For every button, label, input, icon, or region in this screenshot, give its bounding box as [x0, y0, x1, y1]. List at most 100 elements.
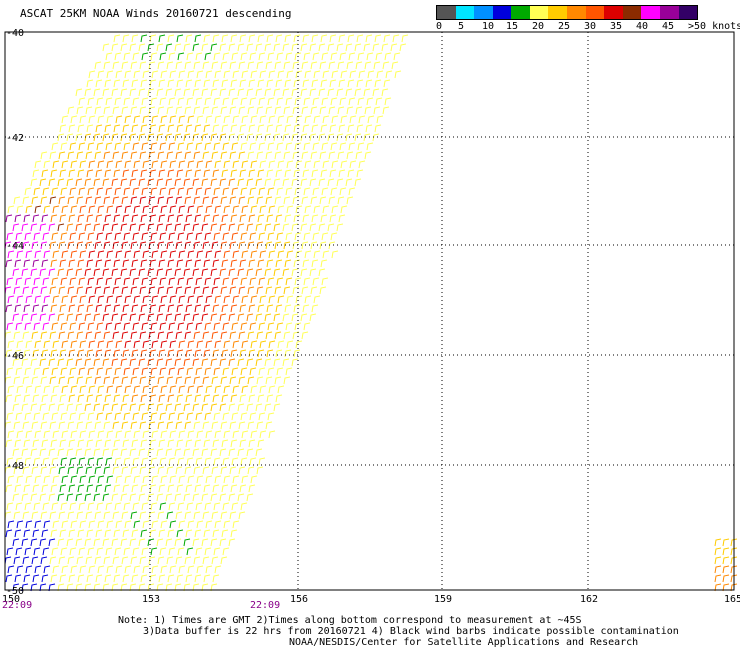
wind-barb	[112, 556, 120, 565]
wind-barb	[22, 196, 30, 205]
wind-barb	[139, 286, 147, 295]
wind-barb	[97, 160, 105, 169]
wind-barb	[338, 34, 346, 43]
wind-barb	[192, 313, 200, 322]
wind-barb	[168, 367, 176, 376]
wind-barb	[106, 115, 114, 124]
wind-barb	[196, 250, 204, 259]
wind-barb	[33, 322, 41, 331]
wind-barb	[66, 223, 74, 232]
wind-barb	[192, 493, 200, 502]
wind-barb	[232, 115, 240, 124]
wind-barb	[184, 331, 192, 340]
wind-barb	[13, 241, 21, 250]
wind-barb	[167, 574, 175, 583]
wind-barb	[106, 475, 114, 484]
wind-barb	[78, 277, 86, 286]
wind-barb	[213, 367, 221, 376]
wind-barb	[113, 259, 121, 268]
wind-barb	[219, 358, 227, 367]
wind-barb	[247, 376, 255, 385]
wind-barb	[177, 187, 185, 196]
wind-barb	[112, 61, 120, 70]
time-label: 22:09	[2, 600, 32, 611]
wind-barb	[165, 88, 173, 97]
wind-barb	[311, 169, 319, 178]
wind-barb	[178, 565, 186, 574]
wind-barb	[294, 187, 302, 196]
wind-barb	[97, 565, 105, 574]
wind-barb	[43, 520, 51, 529]
wind-barb	[131, 124, 139, 133]
wind-barb	[165, 538, 173, 547]
wind-barb	[212, 574, 220, 583]
wind-barb	[264, 268, 272, 277]
wind-barb	[129, 313, 137, 322]
wind-barb	[140, 484, 148, 493]
wind-barb	[96, 277, 104, 286]
wind-barb	[183, 268, 191, 277]
wind-barb	[194, 214, 202, 223]
wind-barb	[231, 187, 239, 196]
wind-barb	[211, 421, 219, 430]
wind-barb	[338, 79, 346, 88]
wind-barb	[174, 178, 182, 187]
wind-barb	[147, 268, 155, 277]
wind-barb	[168, 547, 176, 556]
wind-barb	[222, 97, 230, 106]
wind-barb	[130, 106, 138, 115]
wind-barb	[112, 511, 120, 520]
wind-barb	[210, 538, 218, 547]
wind-barb	[68, 439, 76, 448]
wind-barb	[66, 448, 74, 457]
wind-barb	[131, 529, 139, 538]
wind-barb	[241, 250, 249, 259]
wind-barb	[113, 304, 121, 313]
wind-barb	[277, 385, 285, 394]
wind-barb	[70, 160, 78, 169]
wind-barb	[142, 115, 150, 124]
wind-barb	[195, 52, 203, 61]
wind-barb	[722, 565, 730, 574]
wind-barb	[214, 340, 222, 349]
wind-barb	[321, 52, 329, 61]
wind-barb	[228, 538, 236, 547]
wind-barb	[292, 106, 300, 115]
wind-barb	[238, 241, 246, 250]
wind-barb	[88, 70, 96, 79]
wind-barb	[187, 295, 195, 304]
wind-barb	[88, 205, 96, 214]
wind-barb	[322, 250, 330, 259]
wind-barb	[336, 88, 344, 97]
wind-barb	[186, 232, 194, 241]
wind-barb	[201, 358, 209, 367]
wind-barb	[106, 295, 114, 304]
legend-label: 35	[610, 21, 623, 32]
wind-barb	[358, 70, 366, 79]
wind-barb	[222, 142, 230, 151]
wind-barb	[293, 34, 301, 43]
wind-barb	[237, 358, 245, 367]
wind-barb	[346, 151, 354, 160]
wind-barb	[291, 313, 299, 322]
wind-barb	[49, 421, 57, 430]
wind-barb	[183, 178, 191, 187]
wind-barb	[193, 61, 201, 70]
wind-barb	[105, 547, 113, 556]
wind-barb	[39, 538, 47, 547]
wind-barb	[273, 358, 281, 367]
wind-barb	[730, 547, 738, 556]
wind-barb	[274, 376, 282, 385]
wind-barb	[15, 277, 23, 286]
wind-barb	[48, 538, 56, 547]
wind-barb	[284, 304, 292, 313]
wind-barb	[67, 556, 75, 565]
wind-barb	[165, 43, 173, 52]
wind-barb	[94, 511, 102, 520]
wind-barb	[139, 421, 147, 430]
wind-barb	[24, 457, 32, 466]
wind-barb	[213, 457, 221, 466]
wind-barb	[102, 133, 110, 142]
wind-barb	[103, 376, 111, 385]
wind-barb	[174, 538, 182, 547]
